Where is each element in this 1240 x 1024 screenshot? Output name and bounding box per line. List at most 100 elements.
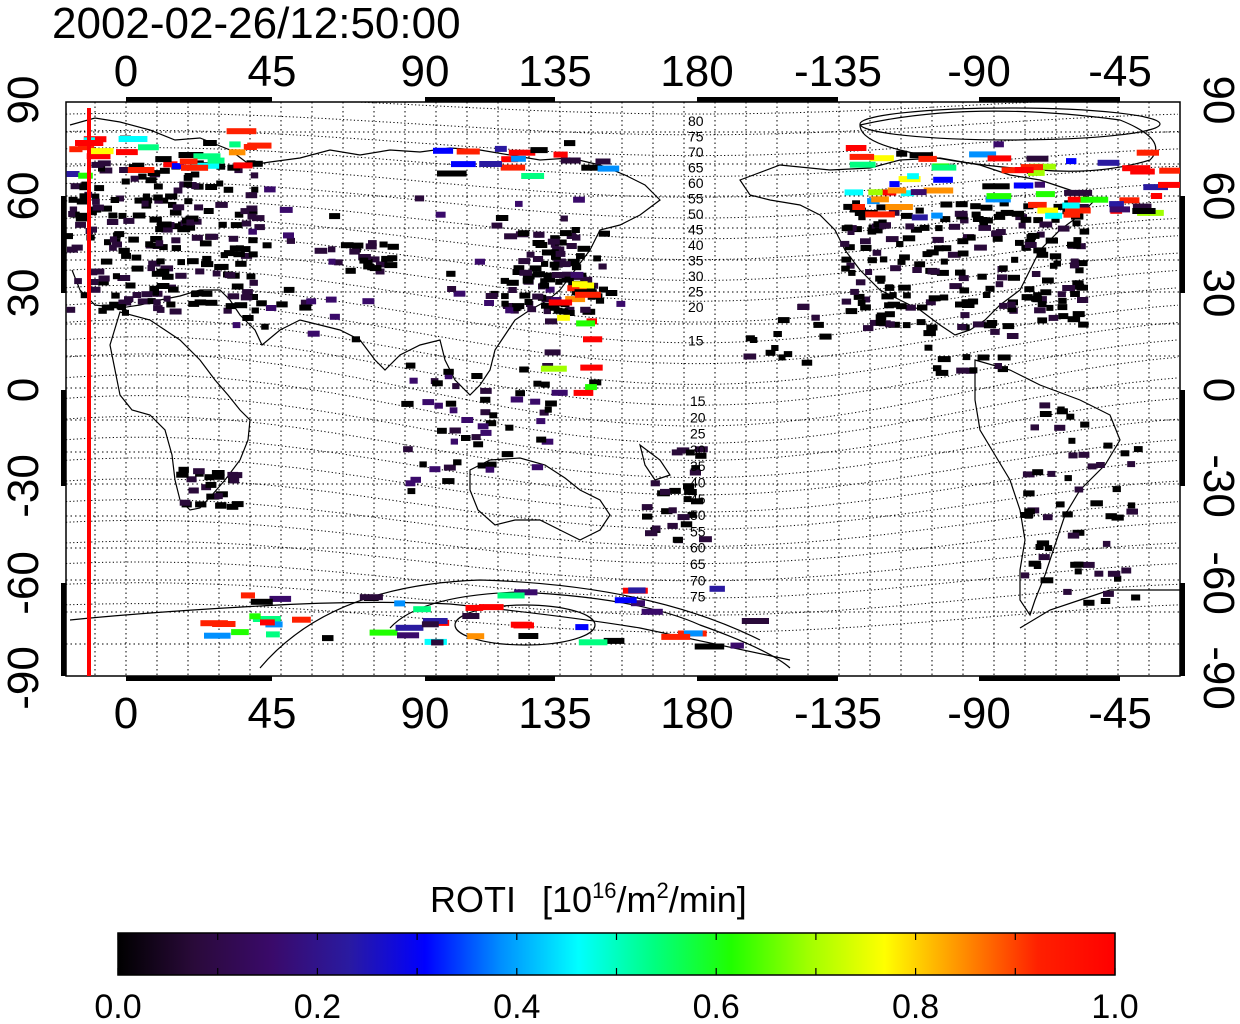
roti-cell xyxy=(903,292,911,299)
roti-cell xyxy=(195,268,205,275)
roti-cell xyxy=(132,292,142,298)
roti-cell xyxy=(877,277,885,284)
maglat-contour xyxy=(66,353,1179,427)
roti-cell xyxy=(974,244,987,251)
roti-cell xyxy=(694,643,725,650)
roti-cell xyxy=(279,206,293,213)
roti-cell xyxy=(163,161,178,168)
colorbar-unit-open: [10 xyxy=(542,879,592,920)
axis-bar-right xyxy=(1180,196,1185,293)
roti-cell xyxy=(926,249,939,256)
roti-cell xyxy=(955,201,968,208)
roti-cell xyxy=(1070,561,1082,568)
roti-cell xyxy=(69,146,83,153)
roti-cell xyxy=(473,441,484,448)
roti-cell xyxy=(992,235,1003,242)
lat-tick-label: -60 xyxy=(1194,551,1240,615)
roti-cell xyxy=(1080,421,1090,428)
roti-cell xyxy=(1082,561,1095,568)
roti-cell xyxy=(422,618,448,624)
roti-cell xyxy=(849,225,857,232)
roti-cell xyxy=(117,304,126,311)
roti-cell xyxy=(206,493,219,500)
roti-cell xyxy=(985,196,1011,203)
coast-australia xyxy=(469,457,611,541)
roti-cell xyxy=(75,212,89,219)
roti-cell xyxy=(1058,297,1067,304)
roti-cell xyxy=(923,330,936,337)
roti-cell xyxy=(849,161,876,168)
roti-cell xyxy=(911,214,928,221)
roti-cell xyxy=(231,629,249,636)
roti-cell xyxy=(104,239,112,246)
roti-cell xyxy=(551,249,559,256)
roti-cell xyxy=(687,511,697,518)
roti-cell xyxy=(66,171,80,177)
roti-cell xyxy=(489,412,498,419)
roti-cell xyxy=(955,301,966,308)
roti-cell xyxy=(514,589,538,596)
roti-cell xyxy=(1127,502,1136,509)
roti-cell xyxy=(905,223,915,230)
roti-cell xyxy=(149,216,162,223)
roti-cell xyxy=(986,193,1012,200)
roti-cell xyxy=(549,304,560,311)
roti-cell xyxy=(1130,168,1155,175)
roti-cell xyxy=(159,167,170,174)
roti-cell xyxy=(1097,159,1120,166)
roti-cell xyxy=(961,299,971,306)
roti-cell xyxy=(368,240,377,247)
roti-cell xyxy=(935,369,949,376)
roti-cell xyxy=(91,193,100,200)
axis-bar-bottom xyxy=(697,676,838,681)
roti-cell xyxy=(155,156,172,163)
roti-cell xyxy=(1070,258,1079,265)
roti-cell xyxy=(138,173,147,180)
roti-cell xyxy=(778,354,786,361)
roti-cell xyxy=(252,160,263,167)
colorbar-title: ROTI [1016/m2/min] xyxy=(430,878,747,920)
roti-cell xyxy=(450,438,458,445)
roti-cell xyxy=(437,170,467,177)
roti-cell xyxy=(540,365,567,372)
roti-cell xyxy=(1074,486,1084,493)
roti-cell xyxy=(1026,234,1036,241)
roti-cell xyxy=(123,217,135,224)
roti-cell xyxy=(773,331,782,337)
lon-tick-label: -135 xyxy=(794,47,882,96)
roti-cell xyxy=(500,277,509,284)
roti-cell xyxy=(66,306,76,313)
lon-tick-label: -90 xyxy=(947,689,1011,738)
roti-cell xyxy=(539,409,549,416)
roti-cell xyxy=(461,417,474,423)
roti-cell xyxy=(132,162,145,169)
roti-cell xyxy=(841,298,852,305)
roti-cell xyxy=(1054,424,1066,431)
roti-cell xyxy=(203,208,214,214)
roti-cell xyxy=(168,286,179,293)
roti-cell xyxy=(985,285,995,292)
roti-cell xyxy=(449,407,458,414)
roti-cell xyxy=(211,470,225,476)
roti-cell xyxy=(229,141,241,148)
roti-cell xyxy=(949,283,962,290)
lat-tick-label: -30 xyxy=(1194,454,1240,518)
roti-cell xyxy=(98,307,107,314)
maglat-label-north: 35 xyxy=(688,253,704,269)
roti-cell xyxy=(147,265,155,272)
roti-cell xyxy=(672,536,683,543)
roti-cell xyxy=(1080,196,1109,203)
roti-cell xyxy=(1111,514,1124,521)
roti-cell xyxy=(1036,251,1049,258)
roti-cell xyxy=(749,337,758,343)
roti-cell xyxy=(899,254,910,261)
roti-cell xyxy=(248,237,258,244)
roti-cell xyxy=(487,461,497,468)
roti-cell xyxy=(860,238,871,245)
roti-cell xyxy=(547,238,560,245)
roti-cell xyxy=(1023,490,1035,497)
roti-cell xyxy=(1075,283,1085,290)
roti-cell xyxy=(188,487,199,494)
roti-cell xyxy=(1038,554,1050,561)
roti-cell xyxy=(1090,500,1103,507)
